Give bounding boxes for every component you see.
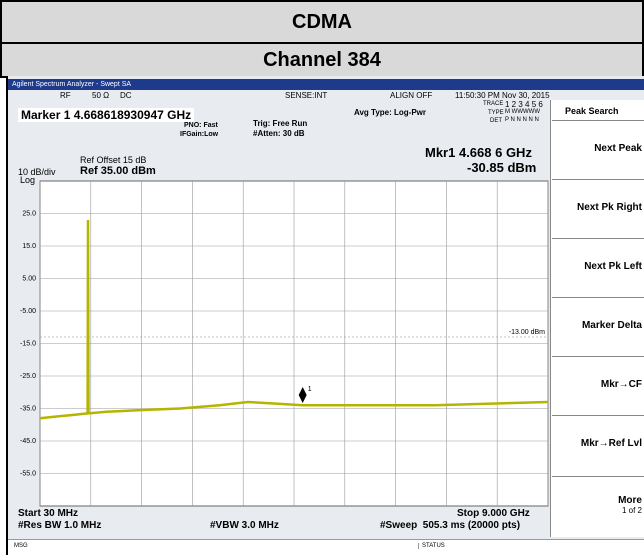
trig: Trig: Free Run <box>253 119 308 128</box>
softkey-more[interactable]: More 1 of 2 <box>552 476 644 532</box>
msg: MSG <box>14 543 28 549</box>
trace-state: 1 2 3 4 5 6 <box>505 100 543 109</box>
y-tick-label: -35.0 <box>20 405 36 412</box>
marker-freq: Mkr1 4.668 6 GHz <box>425 145 532 160</box>
det-label: DET <box>490 118 502 124</box>
softkey[interactable]: Next Peak <box>552 120 644 176</box>
rbw: #Res BW 1.0 MHz <box>18 520 102 531</box>
softkey[interactable]: Next Pk Right <box>552 179 644 235</box>
y-tick-label: -55.0 <box>20 470 36 477</box>
sense: SENSE:INT <box>285 91 328 100</box>
sweep: #Sweep 505.3 ms (20000 pts) <box>380 520 521 531</box>
ifgain: IFGain:Low <box>180 131 219 138</box>
avg-type: Avg Type: Log-Pwr <box>354 108 426 117</box>
y-tick-label: -45.0 <box>20 438 36 445</box>
rf: RF <box>60 91 71 100</box>
softkey-title: Peak Search <box>565 106 619 116</box>
pno: PNO: Fast <box>184 122 218 129</box>
trace <box>39 219 549 420</box>
y-tick-label: 5.00 <box>22 275 36 282</box>
det-state: P N N N N N <box>505 117 539 123</box>
subtitle: Channel 384 <box>0 42 644 78</box>
plot: 25.0 15.0 5.00 -5.00 -15.0 -25.0 -35.0 -45.0 -55… <box>20 180 549 507</box>
log: Log <box>20 175 36 185</box>
stop: Stop 9.000 GHz <box>457 508 530 519</box>
trace-label: TRACE <box>483 101 504 107</box>
scale: 10 dB/div <box>18 167 56 177</box>
atten: #Atten: 30 dB <box>253 129 305 138</box>
datetime: 11:50:30 PM Nov 30, 2015 <box>455 91 550 100</box>
display-line-label: -13.00 dBm <box>509 329 545 336</box>
marker-label: 1 <box>308 386 312 393</box>
softkey[interactable]: Next Pk Left <box>552 238 644 294</box>
softkey[interactable]: Mkr→Ref Lvl <box>552 415 644 471</box>
more-label: More <box>618 494 642 506</box>
title: CDMA <box>0 0 644 42</box>
marker-level: -30.85 dBm <box>467 160 537 175</box>
marker <box>298 387 307 404</box>
softkey[interactable]: Mkr→CF <box>552 356 644 412</box>
y-tick-label: -15.0 <box>20 340 36 347</box>
y-tick-label: -25.0 <box>20 373 36 380</box>
coupling: DC <box>120 91 132 100</box>
page-label: 1 of 2 <box>621 505 642 515</box>
softkey[interactable]: Marker Delta <box>552 297 644 353</box>
marker-line: Marker 1 4.668618930947 GHz <box>18 108 195 122</box>
status-bar <box>8 539 644 556</box>
ref-offset: Ref Offset 15 dB <box>80 155 147 165</box>
y-tick-label: -5.00 <box>20 308 36 315</box>
y-tick-label: 15.0 <box>22 243 36 250</box>
ref-level: Ref 35.00 dBm <box>80 165 156 177</box>
vbw: #VBW 3.0 MHz <box>210 520 279 531</box>
impedance: 50 Ω <box>92 91 110 100</box>
type-label: TYPE <box>488 110 504 116</box>
status: STATUS <box>418 543 445 549</box>
type-state: M WWWWW <box>505 109 540 115</box>
align: ALIGN OFF <box>390 91 433 100</box>
start: Start 30 MHz <box>18 508 79 519</box>
window-title: Agilent Spectrum Analyzer - Swept SA <box>8 79 644 90</box>
y-tick-label: 25.0 <box>22 210 36 217</box>
